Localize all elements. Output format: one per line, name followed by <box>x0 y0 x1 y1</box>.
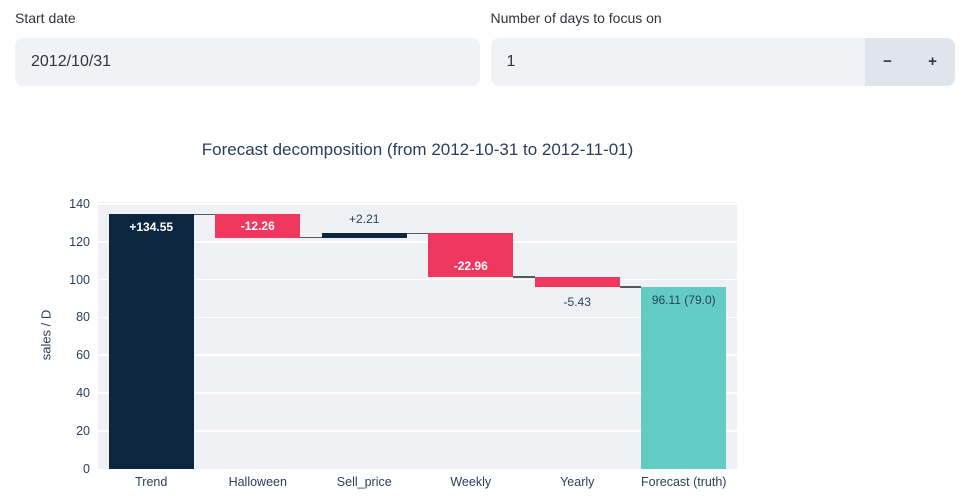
chart-title: Forecast decomposition (from 2012-10-31 … <box>201 139 634 159</box>
connector-line <box>406 232 429 235</box>
y-tick-label: 120 <box>69 234 90 249</box>
waterfall-bar-sell-price[interactable] <box>321 233 407 238</box>
x-tick-label: Sell_price <box>336 474 392 489</box>
forecast-decomposition-chart: Forecast decomposition (from 2012-10-31 … <box>0 138 967 496</box>
connector-line <box>193 213 216 216</box>
x-tick-label: Trend <box>135 474 168 489</box>
gridline <box>98 278 737 281</box>
number-stepper: − + <box>865 37 955 86</box>
x-axis-tick-labels: Trend Halloween Sell_price Weekly Yearly Fore… <box>98 475 737 489</box>
waterfall-bar-halloween[interactable] <box>215 214 301 238</box>
waterfall-bar-trend[interactable] <box>108 214 194 469</box>
x-tick-label: Yearly <box>560 474 595 489</box>
gridline <box>98 430 737 432</box>
start-date-input[interactable]: 2012/10/31 <box>15 37 480 86</box>
x-tick-label: Halloween <box>228 474 287 489</box>
y-tick-label: 40 <box>76 386 90 400</box>
waterfall-bar-weekly[interactable] <box>428 233 514 277</box>
x-tick-label: Weekly <box>450 474 492 489</box>
days-focus-value[interactable]: 1 <box>506 52 516 70</box>
decrement-button[interactable]: − <box>883 53 892 71</box>
bar-value-label: -12.26 <box>240 218 275 233</box>
gridline <box>98 241 737 243</box>
y-axis-tick-labels: 0 20 40 60 80 100 120 140 <box>0 138 90 496</box>
days-focus-label: Number of days to focus on <box>490 10 662 26</box>
start-date-field: Start date 2012/10/31 <box>15 9 480 86</box>
waterfall-bar-yearly[interactable] <box>534 276 620 287</box>
y-tick-label: 60 <box>76 348 90 363</box>
days-focus-number-input: 1 − + <box>490 37 955 86</box>
bar-value-label: +134.55 <box>129 220 174 235</box>
y-tick-label: 140 <box>69 197 90 212</box>
plot-area: +134.55 -12.26 +2.21 -22.96 -5.43 96.11 (79.0… <box>98 201 737 469</box>
y-tick-label: 100 <box>69 272 90 287</box>
gridline <box>98 203 737 205</box>
gridline <box>98 316 737 319</box>
input-row: Start date 2012/10/31 Number of days to … <box>0 0 967 86</box>
waterfall-bar-forecast-truth-[interactable] <box>641 286 727 469</box>
start-date-label: Start date <box>15 10 76 26</box>
gridline <box>98 392 737 394</box>
connector-line <box>513 275 535 278</box>
y-tick-label: 20 <box>76 423 90 438</box>
y-tick-label: 80 <box>76 310 90 325</box>
y-tick-label: 0 <box>83 461 90 476</box>
gridline <box>98 354 737 356</box>
days-focus-field: Number of days to focus on 1 − + <box>490 9 955 86</box>
bar-value-label: -5.43 <box>563 294 591 309</box>
connector-line <box>300 236 322 239</box>
x-tick-label: Forecast (truth) <box>641 474 727 489</box>
bar-value-label: -22.96 <box>453 258 488 273</box>
bar-value-label: 96.11 (79.0) <box>651 292 716 307</box>
bar-value-label: +2.21 <box>349 212 380 227</box>
connector-line <box>619 286 642 288</box>
increment-button[interactable]: + <box>928 53 937 71</box>
